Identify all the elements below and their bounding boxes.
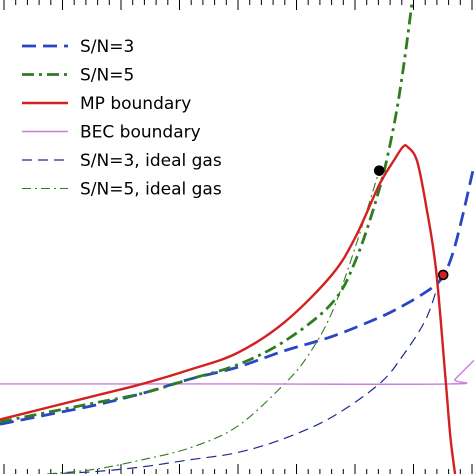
legend-label: S/N=3, ideal gas — [80, 151, 222, 171]
series-line-mp-boundary — [0, 143, 457, 474]
legend: S/N=3 S/N=5 MP boundary BEC boundary S/N=3, … — [22, 37, 222, 200]
series-line-s-n-5 — [0, 0, 414, 424]
legend-label: S/N=5, ideal gas — [80, 180, 222, 200]
series-line-s-n-3 — [0, 165, 474, 426]
axes-frame — [3, 0, 473, 474]
marker-layer — [373, 165, 449, 281]
series-line-s-n-3-ideal-gas — [47, 274, 442, 474]
series-line-s-n-5-ideal-gas — [47, 170, 380, 474]
legend-label: S/N=3 — [80, 37, 134, 57]
legend-label: MP boundary — [80, 94, 191, 114]
series-line-bec-boundary — [0, 359, 474, 385]
intersection-mp-sn3-marker — [437, 269, 449, 281]
legend-label: S/N=5 — [80, 66, 134, 86]
legend-label: BEC boundary — [80, 123, 201, 143]
intersection-mp-sn5-marker — [373, 165, 385, 176]
